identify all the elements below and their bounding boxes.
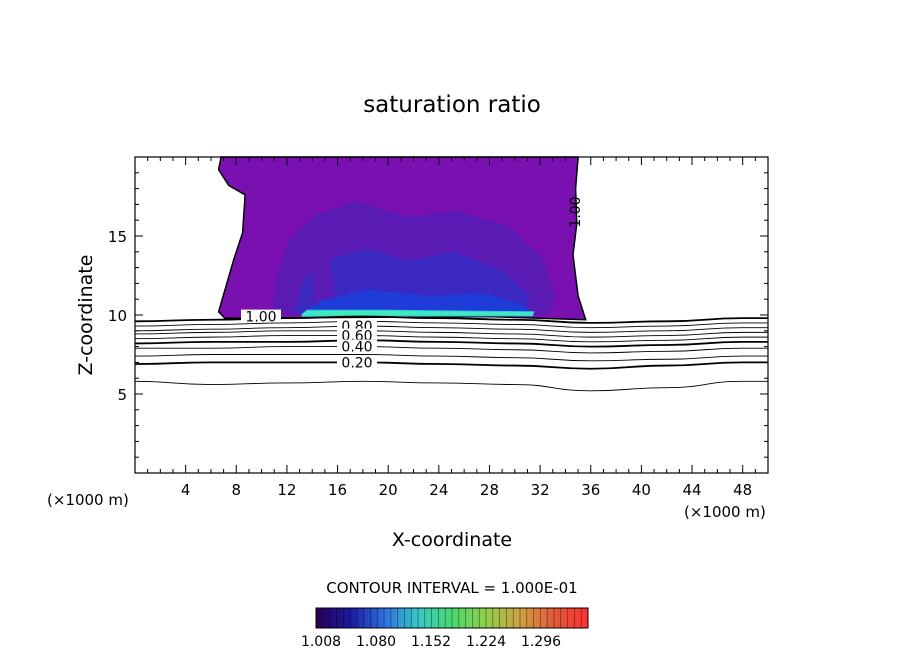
x-tick-label: 32 xyxy=(531,481,550,499)
contour-label-bg xyxy=(337,339,377,354)
x-tick-label: 16 xyxy=(328,481,347,499)
contour-line xyxy=(134,325,768,333)
x-tick-label: 44 xyxy=(682,481,701,499)
colorbar-label: 1.152 xyxy=(411,634,451,650)
contour-label: 1.00 xyxy=(245,310,276,326)
contour-line xyxy=(134,320,768,329)
x-unit-right: (×1000 m) xyxy=(684,503,766,521)
colorbar-label: 1.008 xyxy=(301,634,341,650)
contour-label-bg xyxy=(337,355,377,370)
y-axis-label: Z-coordinate xyxy=(75,255,97,376)
cloud-column-region xyxy=(312,229,335,308)
contour-label: 0.20 xyxy=(341,355,372,371)
contour-line xyxy=(134,339,768,348)
x-tick-label: 12 xyxy=(277,481,296,499)
colorbar-labels: 1.008 1.080 1.152 1.224 1.296 xyxy=(301,634,561,650)
x-tick-label: 4 xyxy=(181,481,191,499)
cloud-peak-region xyxy=(301,309,535,317)
contour-interval-text: CONTOUR INTERVAL = 1.000E-01 xyxy=(326,579,577,597)
colorbar xyxy=(315,607,589,629)
cloud-boundary-label: 1.00 xyxy=(568,196,584,227)
x-tick-label: 24 xyxy=(429,481,448,499)
contour-line xyxy=(135,346,768,354)
contour-line xyxy=(134,380,768,392)
y-tick-label: 10 xyxy=(108,307,127,325)
x-tick-label: 36 xyxy=(581,481,600,499)
contour-label-bg xyxy=(337,328,377,343)
cloud-core-region xyxy=(304,289,533,314)
contour-line xyxy=(134,354,768,362)
contour-line xyxy=(134,330,768,338)
contour-line xyxy=(134,361,768,370)
x-unit-left: (×1000 m) xyxy=(47,491,129,509)
contour-label: 0.40 xyxy=(341,340,372,356)
plot-area: 1.000.800.600.400.201.00 xyxy=(134,156,769,474)
colorbar-label: 1.224 xyxy=(466,634,506,650)
x-axis-label: X-coordinate xyxy=(392,529,512,551)
x-tick-label: 48 xyxy=(733,481,752,499)
y-tick-label: 5 xyxy=(117,386,127,404)
x-tick-label: 8 xyxy=(232,481,242,499)
contour-label-bg xyxy=(241,309,281,324)
x-tick-label: 40 xyxy=(632,481,651,499)
chart-title: saturation ratio xyxy=(363,92,541,118)
y-tick-label: 15 xyxy=(108,228,127,246)
colorbar-label: 1.296 xyxy=(521,634,561,650)
x-axis-ticks: 4 8 12 16 20 24 28 32 36 40 44 48 xyxy=(147,157,756,499)
y-axis-ticks: 5 10 15 xyxy=(108,172,768,458)
x-tick-label: 20 xyxy=(379,481,398,499)
contour-line xyxy=(134,335,768,343)
colorbar-label: 1.080 xyxy=(356,634,396,650)
x-tick-label: 28 xyxy=(480,481,499,499)
